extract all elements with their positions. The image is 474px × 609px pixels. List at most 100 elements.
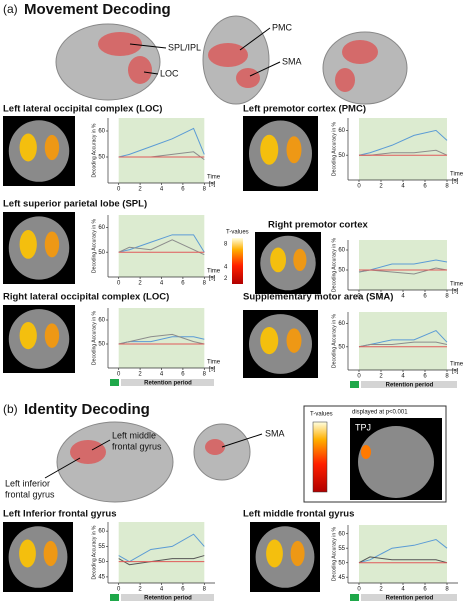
activation	[260, 327, 279, 355]
y-axis-label: Decoding Accuracy in %	[91, 123, 97, 177]
x-axis-unit: [s]	[209, 276, 216, 282]
region-label: frontal gyrus	[5, 489, 55, 499]
x-axis-label: Time	[450, 172, 464, 178]
x-tick-label: 0	[117, 281, 121, 287]
region-label: SMA	[282, 56, 302, 66]
colorbar-title: T-values	[226, 230, 249, 236]
colorbar-tick-label: 4	[224, 264, 228, 270]
y-tick-label: 55	[98, 544, 105, 550]
brain-render	[55, 15, 408, 105]
activation	[19, 133, 37, 162]
cue-marker	[350, 594, 359, 601]
panel-title: Identity Decoding	[24, 401, 150, 418]
retention-shade	[359, 240, 447, 290]
x-tick-label: 8	[203, 281, 207, 287]
y-tick-label: 50	[338, 560, 345, 566]
brain-slice	[8, 120, 70, 182]
x-tick-label: 4	[160, 281, 164, 287]
x-tick-label: 6	[423, 294, 427, 300]
retention-shade	[118, 308, 205, 368]
y-axis-label: Decoding Accuracy in %	[91, 525, 97, 579]
x-tick-label: 6	[181, 281, 185, 287]
x-tick-label: 6	[181, 587, 185, 593]
retention-shade	[118, 522, 205, 583]
brain-slice	[249, 120, 312, 187]
chart-title: Left lateral occipital complex (LOC)	[3, 104, 162, 115]
x-axis-label: Time	[207, 269, 221, 275]
retention-bar	[121, 594, 214, 601]
series-line	[358, 341, 448, 348]
retention-label: Retention period	[144, 595, 192, 601]
x-tick-label: 8	[203, 587, 207, 593]
retention-label: Retention period	[386, 382, 434, 388]
x-axis-unit: [s]	[452, 289, 459, 295]
activation	[286, 328, 302, 353]
x-tick-label: 2	[138, 187, 142, 193]
colorbar-title: T-values	[310, 412, 333, 418]
x-tick-label: 2	[379, 587, 383, 593]
x-tick-label: 8	[203, 187, 207, 193]
x-tick-label: 2	[138, 587, 142, 593]
x-tick-label: 4	[160, 187, 164, 193]
cue-marker	[350, 381, 359, 388]
activation	[266, 539, 283, 568]
chart-title: Left premotor cortex (PMC)	[243, 104, 366, 115]
retention-shade	[359, 118, 447, 180]
y-axis-label: Decoding Accuracy in %	[91, 218, 97, 272]
chart-title: Left middle frontal gyrus	[243, 509, 354, 520]
retention-bar	[361, 594, 457, 601]
x-axis-label: Time	[207, 175, 221, 181]
chart-title: Right lateral occipital complex (LOC)	[3, 292, 169, 303]
y-tick-label: 45	[338, 575, 345, 581]
retention-shade	[359, 525, 447, 583]
retention-shade	[359, 312, 447, 370]
y-tick-label: 45	[98, 574, 105, 580]
cue-marker	[110, 379, 119, 386]
threshold-note: displayed at p<0.001	[352, 410, 408, 416]
retention-bar	[361, 381, 457, 388]
x-axis-label: Time	[207, 360, 221, 366]
activation	[286, 136, 302, 164]
chart-title: Left Inferior frontal gyrus	[3, 509, 116, 520]
y-tick-label: 60	[98, 225, 105, 231]
retention-shade	[118, 215, 205, 277]
y-tick-label: 60	[338, 128, 345, 134]
panel-label: (a)	[3, 2, 18, 16]
series-line	[118, 333, 205, 345]
x-tick-label: 0	[117, 587, 121, 593]
brain-render	[44, 421, 263, 503]
x-tick-label: 0	[117, 187, 121, 193]
region-label: SMA	[265, 428, 285, 438]
panel-label: (b)	[3, 402, 18, 416]
y-axis-label: Decoding Accuracy in %	[331, 526, 337, 580]
y-tick-label: 50	[338, 153, 345, 159]
y-tick-label: 60	[338, 248, 345, 254]
x-axis-unit: [s]	[452, 179, 459, 185]
series-line	[358, 129, 448, 156]
activation	[44, 231, 60, 258]
x-tick-label: 2	[379, 374, 383, 380]
colorbar-tick-label: 2	[224, 276, 228, 282]
x-tick-label: 2	[138, 281, 142, 287]
brain-slice	[255, 526, 315, 588]
x-tick-label: 8	[445, 294, 449, 300]
x-tick-label: 8	[445, 374, 449, 380]
activation	[293, 248, 307, 272]
chart-title: Right premotor cortex	[268, 220, 368, 231]
y-axis-label: Decoding Accuracy in %	[331, 237, 337, 291]
x-axis-unit: [s]	[452, 369, 459, 375]
y-tick-label: 50	[98, 559, 105, 565]
x-tick-label: 0	[357, 374, 361, 380]
brain-slice	[8, 526, 68, 588]
x-tick-label: 0	[357, 294, 361, 300]
y-tick-label: 50	[98, 342, 105, 348]
y-tick-label: 60	[98, 318, 105, 324]
retention-label: Retention period	[144, 380, 192, 386]
x-tick-label: 2	[138, 372, 142, 378]
x-tick-label: 0	[357, 587, 361, 593]
roi-label: TPJ	[355, 422, 371, 432]
activation	[19, 539, 36, 568]
x-tick-label: 0	[117, 372, 121, 378]
x-tick-label: 6	[181, 372, 185, 378]
